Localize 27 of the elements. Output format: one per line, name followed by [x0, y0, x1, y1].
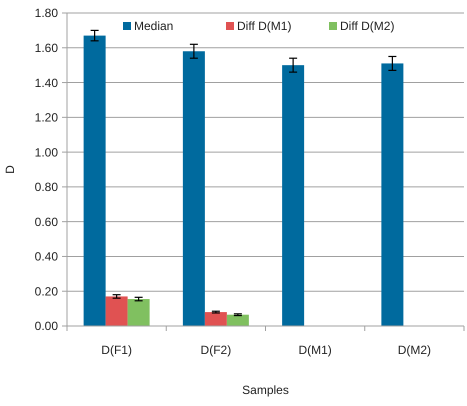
x-axis-title: Samples: [242, 383, 289, 397]
x-tick-label: D(M1): [298, 343, 332, 357]
y-tick-label: 1.20: [34, 110, 58, 125]
bar: [84, 36, 106, 326]
bar: [106, 296, 128, 326]
bar: [182, 51, 205, 326]
y-tick-label: 0.80: [34, 180, 58, 194]
bar: [128, 299, 150, 326]
y-tick-label: 0.20: [34, 284, 58, 298]
y-tick-label: 1.80: [34, 6, 58, 20]
y-tick-label: 1.00: [34, 145, 58, 160]
y-tick-label: 0.60: [34, 214, 58, 229]
x-tick-label: D(F1): [101, 343, 132, 357]
legend-label: Median: [134, 19, 174, 33]
y-tick-label: 0.40: [34, 250, 58, 264]
legend-label: Diff D(M1): [237, 19, 292, 33]
bar: [226, 314, 249, 326]
x-tick-label: D(M2): [398, 343, 432, 357]
legend-label: Diff D(M2): [340, 19, 394, 33]
bar: [381, 63, 404, 326]
y-tick-label: 0.00: [34, 319, 58, 334]
bar: [282, 65, 304, 326]
bar: [204, 312, 227, 326]
y-axis-title: D: [3, 164, 17, 174]
x-tick-label: D(F2): [200, 343, 232, 357]
y-tick-label: 1.40: [34, 76, 58, 90]
y-tick-label: 1.60: [34, 40, 58, 55]
